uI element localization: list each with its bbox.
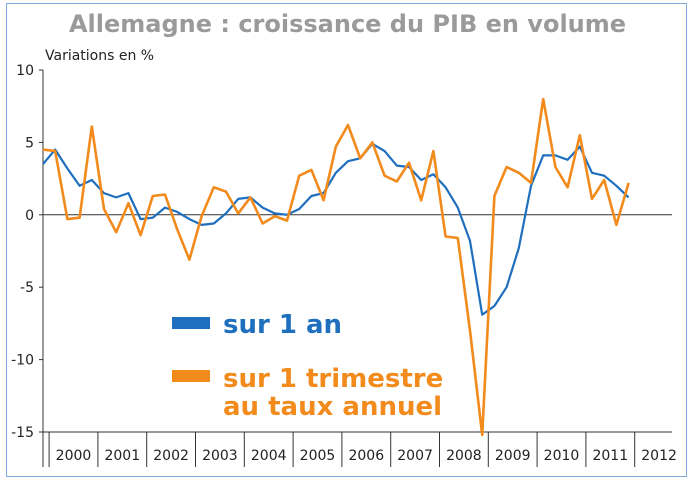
legend-label: sur 1 trimestre [223, 364, 443, 394]
y-tick-labels: 10 5 0 -5 -10 -15 [11, 63, 34, 441]
y-tick-label: -5 [20, 280, 34, 296]
x-tick-label: 2012 [641, 448, 677, 464]
y-tick-label: -10 [11, 353, 34, 369]
y-tick-label: 10 [16, 63, 34, 79]
x-tick-label: 2008 [446, 448, 482, 464]
x-tick-labels: 2000 2001 2002 2003 2004 2005 2006 2007 2008 2009… [56, 448, 677, 464]
x-tick-label: 2005 [300, 448, 336, 464]
legend-swatch [172, 370, 210, 382]
legend-label-line2: au taux annuel [223, 392, 442, 422]
chart-title: Allemagne : croissance du PIB en volume [68, 10, 627, 38]
series-lines [42, 97, 630, 437]
x-tick-label: 2006 [348, 448, 384, 464]
series-line-annual [42, 142, 630, 316]
legend-swatch [172, 317, 210, 329]
y-axis-label: Variations en % [45, 48, 155, 64]
x-tick-label: 2007 [397, 448, 433, 464]
x-tick-label: 2002 [153, 448, 189, 464]
legend-label: sur 1 an [223, 310, 342, 340]
series-line-quarterly [42, 97, 630, 437]
y-tick-label: 0 [25, 208, 34, 224]
x-tick-label: 2000 [56, 448, 92, 464]
y-tick-label: 5 [25, 135, 34, 151]
x-tick-label: 2010 [544, 448, 580, 464]
y-tick-label: -15 [11, 425, 34, 441]
x-tick-label: 2001 [104, 448, 140, 464]
x-tick-label: 2003 [202, 448, 238, 464]
x-tick-label: 2004 [251, 448, 287, 464]
chart-frame [6, 3, 687, 477]
x-tick-label: 2011 [592, 448, 628, 464]
x-tick-label: 2009 [495, 448, 531, 464]
